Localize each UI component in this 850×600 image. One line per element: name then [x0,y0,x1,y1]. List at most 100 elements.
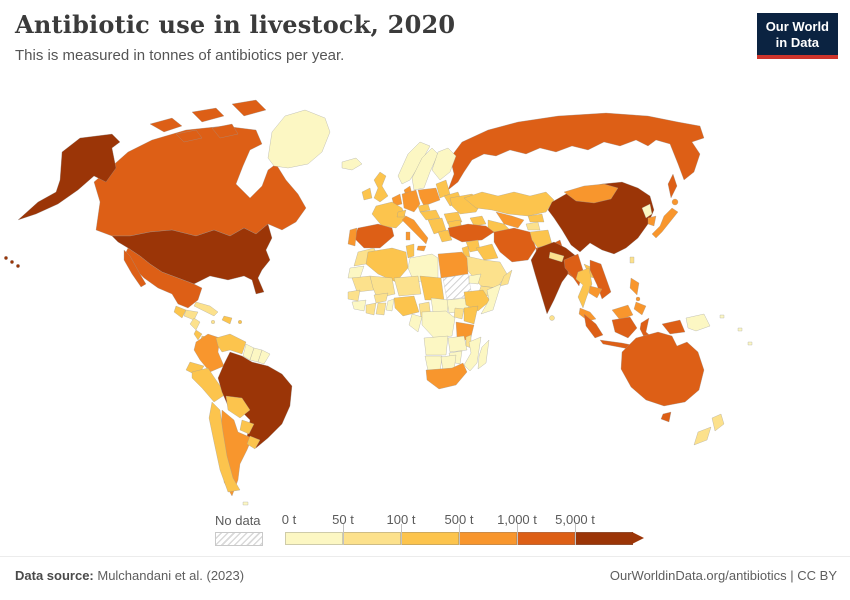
region-italy-sardinia[interactable] [405,231,411,241]
region-car[interactable] [430,297,450,314]
region-finland[interactable] [431,147,457,181]
region-tunisia[interactable] [405,243,415,259]
region-kyrgyzstan[interactable] [527,213,545,223]
region-canada-island-5[interactable] [211,123,239,139]
region-taiwan[interactable] [629,256,635,264]
region-algeria[interactable] [365,247,409,283]
region-falkland[interactable] [242,501,249,506]
region-kazakhstan[interactable] [463,191,555,217]
region-vietnam[interactable] [589,259,612,300]
region-puerto-rico[interactable] [237,319,243,325]
region-nepal[interactable] [548,251,565,263]
owid-link[interactable]: OurWorldinData.org/antibiotics [609,568,787,583]
region-usa-hawaii-2[interactable] [10,260,14,264]
legend-bin-1[interactable] [343,532,401,545]
region-drc[interactable] [421,310,456,339]
region-chad[interactable] [419,275,445,301]
region-iraq[interactable] [475,243,499,261]
region-iceland[interactable] [341,157,363,171]
owid-logo[interactable]: Our World in Data [756,13,838,60]
region-new-zealand-north[interactable] [711,413,725,432]
legend-no-data-swatch[interactable] [215,532,263,546]
region-sweden[interactable] [411,147,439,191]
region-australia-tasmania[interactable] [660,411,672,423]
region-canada-island-2[interactable] [191,107,225,123]
region-western-sahara[interactable] [347,265,365,279]
region-thailand[interactable] [575,267,593,309]
region-south-africa[interactable] [425,362,468,390]
region-togo-benin[interactable] [385,298,395,312]
region-peru[interactable] [191,367,227,403]
region-ireland[interactable] [361,187,373,201]
region-poland[interactable] [417,187,441,207]
region-japan-hokkaido[interactable] [671,198,679,206]
region-congo-gabon[interactable] [408,313,423,333]
region-canada-island-1[interactable] [149,117,183,133]
legend-bin-0[interactable] [285,532,343,545]
region-cuba[interactable] [193,301,219,317]
region-iran[interactable] [493,227,537,263]
region-niger[interactable] [393,275,422,297]
region-angola[interactable] [423,335,449,356]
region-french-guiana[interactable] [257,349,271,365]
region-costa-rica[interactable] [193,329,203,341]
region-north-korea[interactable] [641,203,653,219]
region-indonesia-west-papua[interactable] [661,319,686,335]
region-greenland[interactable] [267,109,331,169]
region-turkey[interactable] [447,223,495,243]
legend-bin-3[interactable] [459,532,517,545]
region-nigeria[interactable] [393,295,420,317]
region-tajikistan[interactable] [525,221,541,231]
region-mexico-baja[interactable] [123,249,147,288]
region-uganda[interactable] [453,307,465,320]
region-egypt[interactable] [437,251,469,279]
region-caucasus[interactable] [469,215,487,227]
region-chile[interactable] [208,401,241,493]
region-guinea[interactable] [351,299,367,312]
legend-bin-2[interactable] [401,532,459,545]
region-south-korea[interactable] [647,215,657,227]
region-malaysia-borneo[interactable] [611,304,634,321]
region-malaysia-peninsula[interactable] [578,307,597,322]
region-philippines-mindanao[interactable] [633,301,647,316]
region-indonesia-sumatra[interactable] [583,313,604,339]
region-baltics[interactable] [435,179,451,199]
legend-bin-4[interactable] [517,532,575,545]
region-pacific-3[interactable] [747,341,753,346]
region-somalia[interactable] [480,283,502,315]
region-indonesia-borneo[interactable] [611,316,638,339]
region-cambodia[interactable] [588,285,603,299]
region-philippines-luzon[interactable] [629,277,640,296]
region-kenya[interactable] [463,305,479,325]
region-jamaica[interactable] [210,319,216,325]
region-uruguay[interactable] [246,435,261,450]
region-australia[interactable] [620,331,705,407]
region-new-zealand-south[interactable] [693,426,712,446]
region-greece[interactable] [437,229,453,243]
region-canada-island-4[interactable] [175,129,203,143]
region-honduras[interactable] [183,309,199,321]
region-mongolia[interactable] [563,183,619,204]
region-ethiopia[interactable] [463,289,491,312]
region-mozambique[interactable] [463,336,482,372]
region-paraguay[interactable] [239,419,255,435]
region-eritrea[interactable] [468,273,482,285]
region-usa-hawaii-3[interactable] [16,264,20,268]
legend-bin-5[interactable] [575,532,633,545]
region-burkina[interactable] [373,292,389,304]
region-sri-lanka[interactable] [549,315,555,321]
region-canada-island-3[interactable] [231,99,267,117]
region-nicaragua[interactable] [189,317,201,331]
region-philippines-visayas[interactable] [635,296,641,302]
region-hispaniola[interactable] [221,315,233,325]
region-germany[interactable] [401,189,421,213]
region-zambia[interactable] [447,335,468,353]
region-ghana[interactable] [375,302,387,316]
region-spain[interactable] [353,223,395,249]
region-russia-sakhalin[interactable] [667,173,678,199]
region-japan[interactable] [651,207,679,239]
region-venezuela[interactable] [215,333,247,355]
region-france[interactable] [371,201,407,229]
region-portugal[interactable] [347,227,358,247]
region-papua-new-guinea[interactable] [685,313,711,332]
